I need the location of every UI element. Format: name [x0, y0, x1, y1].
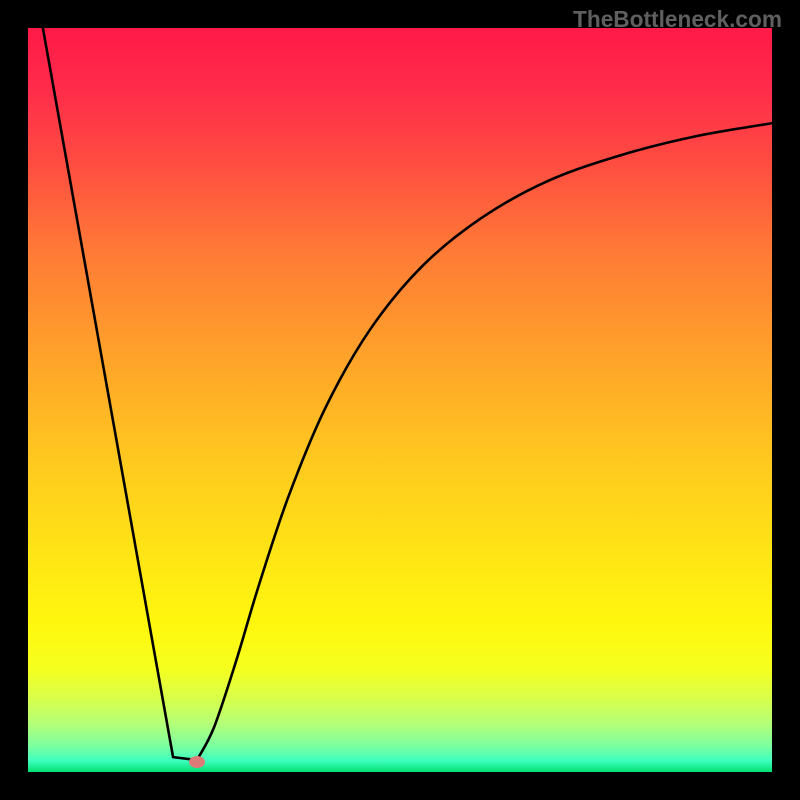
curve [28, 28, 772, 772]
chart-frame: TheBottleneck.com [0, 0, 800, 800]
plot-area [28, 28, 772, 772]
valley-marker [189, 756, 205, 768]
